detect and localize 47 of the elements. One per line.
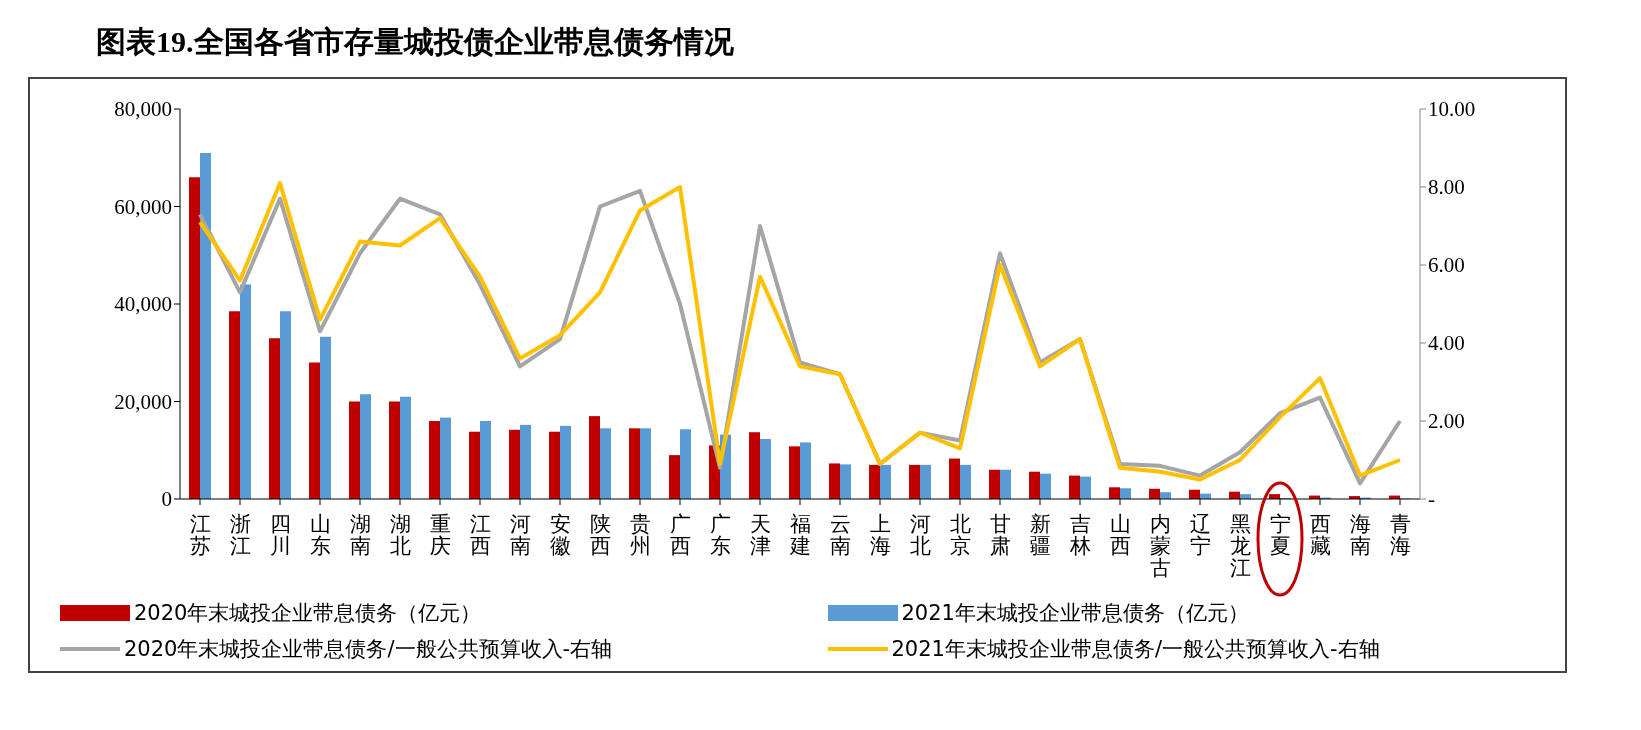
x-tick-label: 西藏 [1309,512,1331,558]
legend-label: 2021年末城投企业带息债务（亿元） [901,600,1249,627]
x-tick-label: 海南 [1349,512,1371,558]
x-tick-label: 江西 [469,512,491,558]
y-tick-label: 60,000 [114,194,172,219]
x-tick-label: 山东 [309,512,331,558]
x-tick-label: 内蒙古 [1149,512,1171,580]
x-tick-label: 甘肃 [989,512,1011,558]
x-tick-label: 上海 [869,512,891,558]
y2-tick-label: - [1428,487,1435,512]
x-tick-label: 宁夏 [1269,512,1291,558]
x-tick-label: 新疆 [1029,512,1051,558]
x-tick-label: 贵州 [629,512,651,558]
y-tick-label: 0 [161,487,172,512]
legend-label: 2020年末城投企业带息债务/一般公共预算收入-右轴 [124,636,613,663]
y2-tick-label: 2.00 [1428,409,1465,434]
y2-tick-label: 8.00 [1428,175,1465,200]
x-tick-label: 广西 [669,512,691,558]
x-tick-label: 安徽 [549,512,571,558]
x-tick-label: 青海 [1389,512,1411,558]
x-tick-label: 辽宁 [1189,512,1211,558]
x-tick-label: 吉林 [1068,512,1091,558]
legend-label: 2021年末城投企业带息债务/一般公共预算收入-右轴 [891,636,1380,663]
x-tick-label: 天津 [749,512,771,558]
x-tick-label: 福建 [788,512,811,558]
x-tick-label: 云南 [829,512,851,558]
x-tick-label: 河南 [509,512,531,558]
x-tick-label: 四川 [269,512,291,558]
y2-tick-label: 4.00 [1428,331,1465,356]
y2-tick-label: 6.00 [1428,253,1465,278]
x-tick-label: 河北 [909,512,931,558]
x-tick-label: 湖北 [389,512,411,558]
chart-title: 图表19.全国各省市存量城投债企业带息债务情况 [95,24,735,60]
y-tick-label: 80,000 [114,97,172,122]
y2-tick-label: 10.00 [1428,97,1476,122]
x-tick-label: 北京 [949,512,971,558]
x-tick-label: 重庆 [429,512,451,558]
y-tick-label: 20,000 [114,389,172,414]
x-tick-label: 浙江 [229,512,251,558]
x-tick-label: 广东 [709,512,731,558]
x-tick-label: 湖南 [349,512,371,558]
y-tick-label: 40,000 [114,292,172,317]
x-tick-label: 江苏 [189,512,211,558]
x-tick-label: 黑龙江 [1229,512,1251,580]
x-tick-label: 山西 [1109,512,1131,558]
legend-label: 2020年末城投企业带息债务（亿元） [134,600,482,627]
x-tick-label: 陕西 [589,512,611,558]
